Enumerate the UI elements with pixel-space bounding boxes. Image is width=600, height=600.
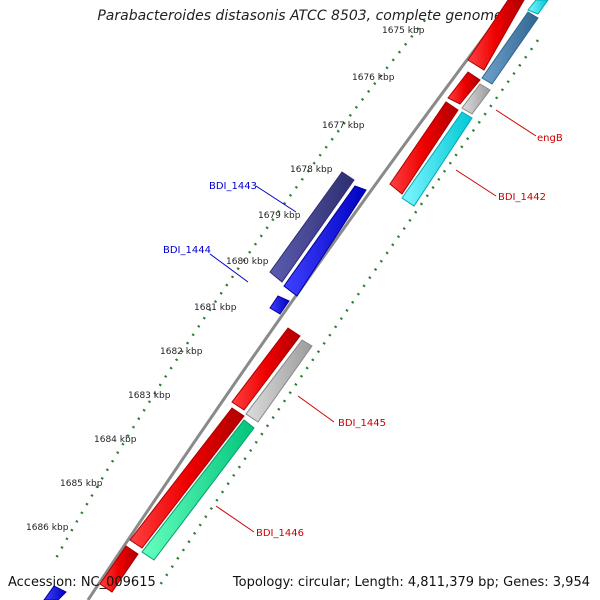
gene-bdi-1442-cyan-arrow[interactable] [401, 111, 473, 207]
genome-summary-text: Topology: circular; Length: 4,811,379 bp… [232, 575, 590, 590]
kbp-tick-label: 1682 kbp [160, 347, 203, 357]
engb-leader [495, 109, 537, 137]
map-title: Parabacteroides distasonis ATCC 8503, co… [97, 8, 503, 24]
kbp-scale: 1675 kbp 1676 kbp 1677 kbp 1678 kbp 1679 kbp… [26, 26, 425, 533]
gene-bdi-1444-arrow[interactable] [283, 185, 367, 297]
gene-label-bdi-1443[interactable]: BDI_1443 [209, 181, 257, 192]
gene-label-bdi-1446[interactable]: BDI_1446 [256, 528, 304, 539]
bdi-1445-leader [297, 395, 335, 423]
kbp-tick-label: 1686 kbp [26, 523, 69, 533]
kbp-tick-label: 1681 kbp [194, 303, 237, 313]
bdi-1443-leader [255, 185, 297, 213]
gene-top-cyan-arrow[interactable] [527, 0, 549, 15]
kbp-tick-label: 1676 kbp [352, 73, 395, 83]
gene-bottom-blue-arrow[interactable] [43, 585, 67, 600]
gene-bdi-1443-arrow[interactable] [269, 171, 355, 283]
kbp-tick-label: 1680 kbp [226, 257, 269, 267]
gene-engb-red-arrow[interactable] [447, 71, 481, 105]
accession-text: Accession: NC_009615 [8, 575, 156, 590]
bdi-1442-leader [455, 169, 497, 197]
bdi-1446-leader [215, 505, 255, 533]
gene-bdi-1445-red-arrow[interactable] [231, 327, 301, 411]
gene-engb-gray-arrow[interactable] [461, 83, 491, 115]
kbp-tick-label: 1678 kbp [290, 165, 333, 175]
kbp-tick-label: 1685 kbp [60, 479, 103, 489]
gene-label-engb[interactable]: engB [537, 133, 563, 144]
kbp-tick-label: 1679 kbp [258, 211, 301, 221]
gene-top-red-arrow[interactable] [467, 0, 525, 71]
gene-bdi-1444b-arrow[interactable] [269, 295, 290, 315]
gene-top-steel-arrow[interactable] [481, 11, 539, 85]
gene-bdi-1442-red-arrow[interactable] [389, 101, 459, 195]
kbp-tick-label: 1677 kbp [322, 121, 365, 131]
gene-bdi-1445-gray-arrow[interactable] [245, 339, 313, 423]
gene-label-bdi-1445[interactable]: BDI_1445 [338, 418, 386, 429]
kbp-tick-label: 1684 kbp [94, 435, 137, 445]
gene-bottom-red-arrow[interactable] [99, 545, 139, 593]
kbp-tick-label: 1683 kbp [128, 391, 171, 401]
bdi-1444-leader [209, 253, 249, 283]
kbp-tick-label: 1675 kbp [382, 26, 425, 36]
outer-tick-ring [53, 19, 426, 561]
gene-labels: engB BDI_1442 BDI_1443 BDI_1444 BDI_1445 BDI_… [163, 133, 563, 539]
genome-backbone [86, 0, 514, 600]
gene-label-bdi-1444[interactable]: BDI_1444 [163, 245, 211, 256]
gene-bdi-1446-red-arrow[interactable] [129, 407, 245, 549]
gene-label-bdi-1442[interactable]: BDI_1442 [498, 192, 546, 203]
gene-bdi-1446-teal-arrow[interactable] [141, 419, 255, 561]
